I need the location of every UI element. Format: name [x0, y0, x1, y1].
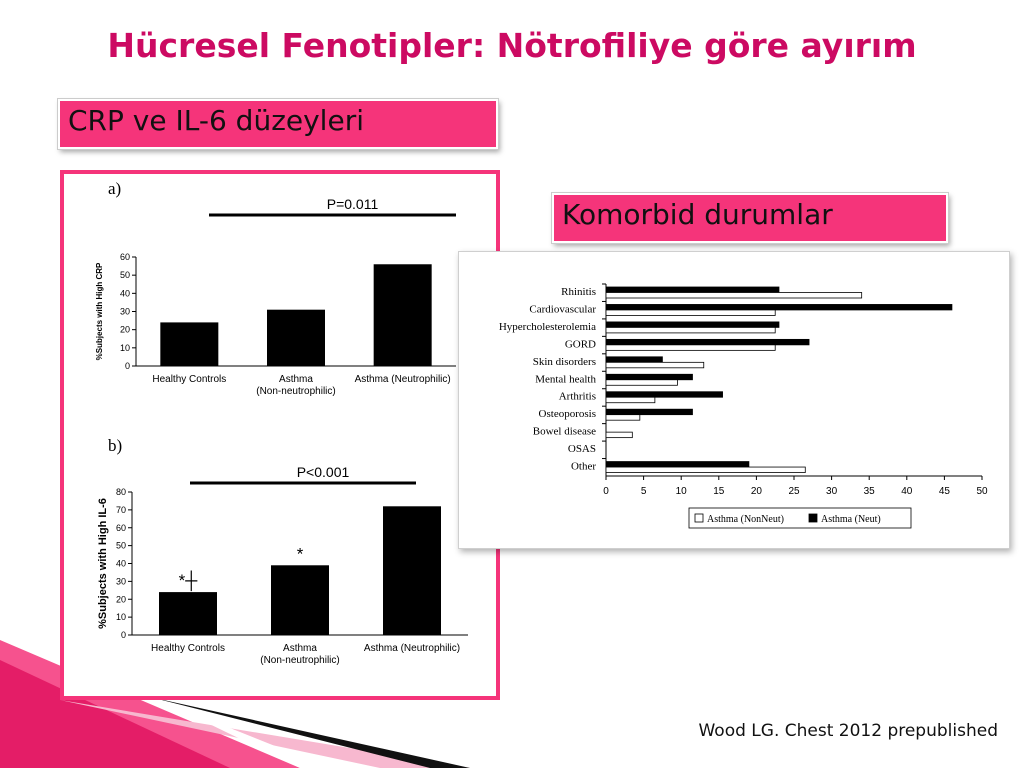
y-tick-label: 30 — [120, 307, 130, 317]
bar-nonneut — [605, 309, 776, 316]
bar — [383, 506, 441, 635]
category-label: Healthy Controls — [151, 643, 225, 654]
bar-neut — [605, 304, 953, 311]
comorbidity-bar-chart: 0 5 10 15 20 25 30 35 40 45 50 Rhinitis Cardiovascul… — [499, 283, 988, 529]
crp-il6-label-box: CRP ve IL-6 düzeyleri — [57, 98, 499, 150]
crp-bar-chart: a) P=0.011 0 10 20 30 40 50 60 %Subjects with Hig… — [95, 179, 456, 397]
x-tick-label: 50 — [976, 486, 988, 497]
komorbid-label-box: Komorbid durumlar — [551, 192, 949, 244]
category-label: Asthma — [279, 374, 313, 385]
legend-swatch-nonneut — [694, 513, 704, 523]
bar — [271, 565, 329, 635]
x-tick-label: 10 — [676, 486, 688, 497]
y-tick-label: 0 — [125, 361, 130, 371]
category-label: Healthy Controls — [152, 374, 226, 385]
panel-label: a) — [108, 179, 121, 198]
x-tick-label: 35 — [864, 486, 876, 497]
y-tick-label: 50 — [116, 541, 126, 551]
legend-label-neut: Asthma (Neut) — [821, 514, 881, 525]
category-label: Rhinitis — [561, 286, 596, 298]
bar-neut — [605, 338, 810, 346]
x-tick-label: 40 — [901, 486, 913, 497]
significance-mark: *┼ — [179, 570, 199, 592]
category-label: (Non-neutrophilic) — [260, 655, 339, 666]
y-tick-label: 70 — [116, 505, 126, 515]
category-label: Hypercholesterolemia — [499, 321, 596, 333]
bar — [159, 592, 217, 635]
bar — [267, 309, 325, 366]
bar-neut — [605, 408, 693, 416]
x-tick-label: 0 — [603, 486, 609, 497]
bar-neut — [605, 286, 780, 293]
p-value-annotation: P=0.011 — [327, 196, 379, 212]
y-tick-label: 10 — [116, 612, 126, 622]
y-tick-label: 20 — [120, 325, 130, 335]
y-tick-label: 60 — [116, 523, 126, 533]
y-tick-label: 30 — [116, 576, 126, 586]
slide-title: Hücresel Fenotipler: Nötrofiliye göre ay… — [107, 26, 917, 65]
x-tick-label: 15 — [713, 486, 725, 497]
bar-nonneut — [605, 292, 863, 299]
crp-il6-figure-frame: a) P=0.011 0 10 20 30 40 50 60 %Subjects with Hig… — [60, 170, 500, 700]
bar-neut — [605, 461, 750, 468]
category-label: Skin disorders — [533, 356, 596, 368]
category-label: Cardiovascular — [529, 303, 596, 315]
bar-neut — [605, 356, 663, 363]
bar-neut — [605, 321, 780, 328]
y-tick-label: 60 — [120, 252, 130, 262]
y-axis-label: %Subjects with High CRP — [95, 262, 104, 360]
p-value-annotation: P<0.001 — [297, 464, 350, 480]
y-tick-label: 0 — [121, 630, 126, 640]
legend-label-nonneut: Asthma (NonNeut) — [707, 514, 784, 525]
category-label: Mental health — [535, 373, 596, 385]
category-label: Asthma (Neutrophilic) — [364, 643, 460, 654]
bar — [160, 322, 219, 366]
category-label: Other — [571, 461, 596, 473]
category-label: GORD — [565, 338, 596, 350]
x-tick-label: 20 — [751, 486, 763, 497]
bar-nonneut — [605, 379, 678, 386]
y-tick-label: 20 — [116, 594, 126, 604]
x-tick-label: 25 — [788, 486, 800, 497]
x-tick-label: 5 — [641, 486, 647, 497]
comorbidity-figure-frame: 0 5 10 15 20 25 30 35 40 45 50 Rhinitis Cardiovascul… — [458, 251, 1010, 549]
bar-nonneut — [605, 327, 776, 334]
panel-label: b) — [108, 436, 122, 455]
bar-nonneut — [605, 414, 641, 421]
legend-box — [688, 507, 912, 529]
category-label: Asthma (Neutrophilic) — [355, 374, 451, 385]
bar-nonneut — [605, 466, 806, 473]
il6-bar-chart: b) P<0.001 0 10 20 30 40 50 60 70 80 %Subjects with… — [97, 436, 468, 666]
citation: Wood LG. Chest 2012 prepublished — [698, 721, 998, 741]
bar-nonneut — [605, 431, 633, 439]
bar-neut — [605, 391, 723, 398]
x-tick-label: 30 — [826, 486, 838, 497]
y-tick-label: 50 — [120, 270, 130, 280]
bar-nonneut — [605, 396, 656, 404]
category-label: Bowel disease — [533, 426, 596, 438]
category-label: (Non-neutrophilic) — [256, 386, 335, 397]
legend-swatch-neut — [808, 513, 818, 523]
category-label: Osteoporosis — [539, 408, 596, 420]
y-axis-label: %Subjects with High IL-6 — [97, 498, 109, 629]
category-label: Arthritis — [559, 391, 596, 403]
category-label: OSAS — [568, 443, 596, 455]
x-tick-label: 45 — [939, 486, 951, 497]
y-tick-label: 80 — [116, 487, 126, 497]
category-label: Asthma — [283, 643, 317, 654]
bar-nonneut — [605, 344, 776, 351]
bar — [373, 264, 432, 366]
significance-mark: * — [297, 544, 304, 563]
bar-neut — [605, 373, 693, 381]
y-tick-label: 10 — [120, 343, 130, 353]
y-tick-label: 40 — [116, 559, 126, 569]
bar-nonneut — [605, 361, 705, 369]
y-tick-label: 40 — [120, 288, 130, 298]
